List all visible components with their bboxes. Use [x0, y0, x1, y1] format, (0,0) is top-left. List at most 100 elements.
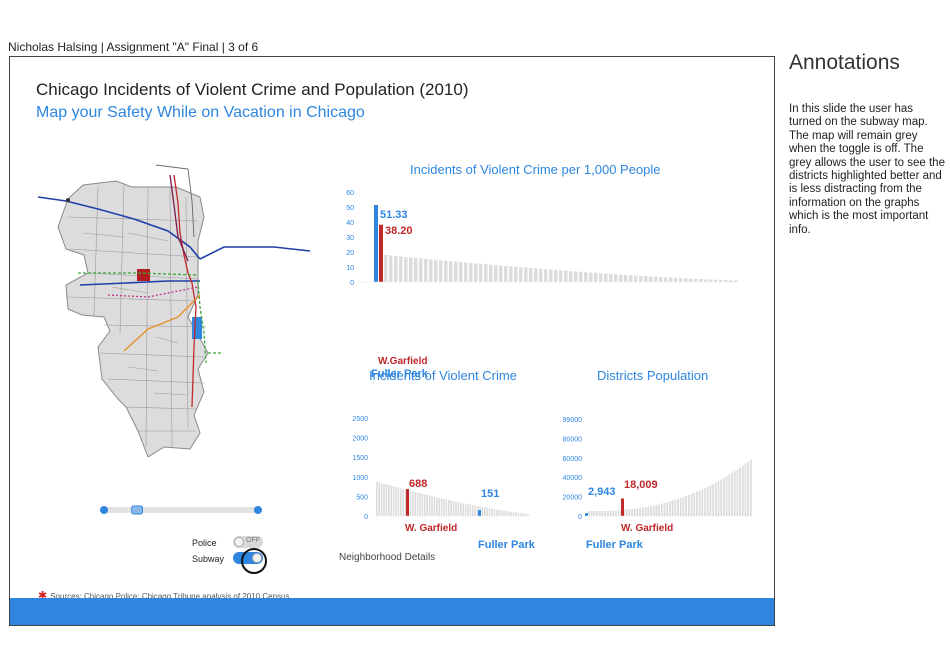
background-bar [419, 258, 423, 282]
background-bar [609, 510, 612, 516]
background-bar [741, 465, 744, 516]
background-bar [505, 511, 508, 516]
background-bar [729, 280, 733, 282]
background-bar [709, 485, 712, 516]
background-bar [636, 508, 639, 516]
background-bar [426, 494, 428, 516]
chicago-map[interactable] [28, 157, 328, 458]
footer-bar [10, 598, 774, 625]
background-bar [503, 510, 505, 516]
background-bar [619, 274, 623, 282]
background-bar [652, 505, 655, 516]
background-bar [596, 511, 598, 516]
background-bar [579, 271, 583, 282]
background-bar [655, 504, 658, 516]
slider-thumb [131, 505, 143, 515]
background-bar [642, 507, 644, 516]
background-bar [629, 275, 633, 282]
background-bar [436, 497, 438, 516]
background-bar [601, 511, 604, 516]
background-bar [486, 507, 488, 516]
background-bar [590, 511, 593, 516]
police-toggle-label: Police [192, 538, 217, 548]
background-bar [445, 499, 448, 516]
y-tick-label: 99000 [563, 417, 583, 424]
y-tick-label: 10 [346, 265, 354, 272]
background-bar [671, 500, 674, 516]
background-bar [397, 487, 400, 516]
background-bar [615, 510, 617, 516]
background-bar [728, 474, 731, 516]
background-bar [494, 265, 498, 282]
background-bar [594, 272, 598, 282]
background-bar [690, 493, 693, 516]
background-bar [709, 279, 713, 282]
background-bar [388, 485, 390, 516]
background-bar [400, 488, 402, 516]
background-bar [469, 504, 472, 516]
highlight-circle [241, 548, 267, 574]
background-bar [459, 262, 463, 282]
y-tick-label: 0 [350, 280, 354, 287]
background-bar [750, 459, 752, 516]
background-bar [574, 271, 578, 282]
background-bar [704, 279, 708, 282]
background-bar [450, 500, 452, 516]
asterisk-icon: ✱ [38, 590, 48, 602]
background-bar [677, 498, 679, 516]
background-bar [395, 486, 397, 516]
chart3-population: 99000 80000 60000 40000 20000 0 2,943 Fuller Pa… [563, 417, 752, 551]
background-bar [454, 261, 458, 282]
police-toggle[interactable]: OFF [233, 536, 263, 548]
background-bar [549, 269, 553, 282]
background-bar [644, 276, 648, 282]
y-tick-label: 2500 [352, 416, 368, 423]
highlight-name-label: W. Garfield [621, 523, 673, 534]
background-bar [624, 274, 628, 282]
background-bar [593, 511, 596, 516]
background-bar [599, 273, 603, 282]
background-bar [404, 256, 408, 282]
highlight-name-label: W.Garfield [378, 356, 427, 367]
highlight-name-label: Fuller Park [478, 539, 536, 551]
y-tick-label: 40 [346, 220, 354, 227]
background-bar [438, 497, 440, 516]
background-bar [687, 495, 690, 516]
y-tick-label: 1500 [352, 455, 368, 462]
slide-frame: Chicago Incidents of Violent Crime and P… [9, 56, 775, 626]
background-bar [666, 502, 669, 516]
background-bar [404, 489, 407, 516]
background-bar [385, 484, 388, 516]
background-bar [669, 501, 671, 516]
background-bar [484, 264, 488, 282]
slider-right-cap [254, 506, 262, 514]
background-bar [704, 488, 706, 516]
neighborhood-details-link[interactable]: Neighborhood Details [339, 552, 436, 563]
background-bar [431, 496, 433, 516]
background-bar [402, 488, 404, 516]
time-slider[interactable] [100, 505, 262, 515]
background-bar [724, 280, 728, 282]
police-toggle-state: OFF [246, 537, 260, 544]
chart1-crime-per-1000: 60 50 40 30 20 10 0 51.33 Fuller Park 38.20 W.Garf… [346, 190, 738, 380]
background-bar [669, 277, 673, 282]
highlight-bar [406, 489, 409, 516]
background-bar [564, 270, 568, 282]
sources-note: ✱ Sources: Chicago Police; Chicago Tribun… [38, 589, 289, 602]
background-bar [520, 513, 522, 516]
background-bar [444, 260, 448, 282]
background-bar [685, 496, 687, 516]
map-svg [37, 164, 311, 458]
background-bar [723, 477, 725, 516]
background-bar [647, 506, 650, 516]
chart3-title: Districts Population [597, 368, 709, 383]
background-bar [414, 491, 416, 516]
highlight-bar [478, 510, 481, 516]
background-bar [694, 278, 698, 282]
data-label: 2,943 [588, 486, 616, 498]
background-bar [693, 492, 696, 516]
background-bar [515, 512, 517, 516]
background-bar [514, 266, 518, 282]
highlight-name-label: Fuller Park [586, 539, 644, 551]
background-bar [584, 272, 588, 282]
